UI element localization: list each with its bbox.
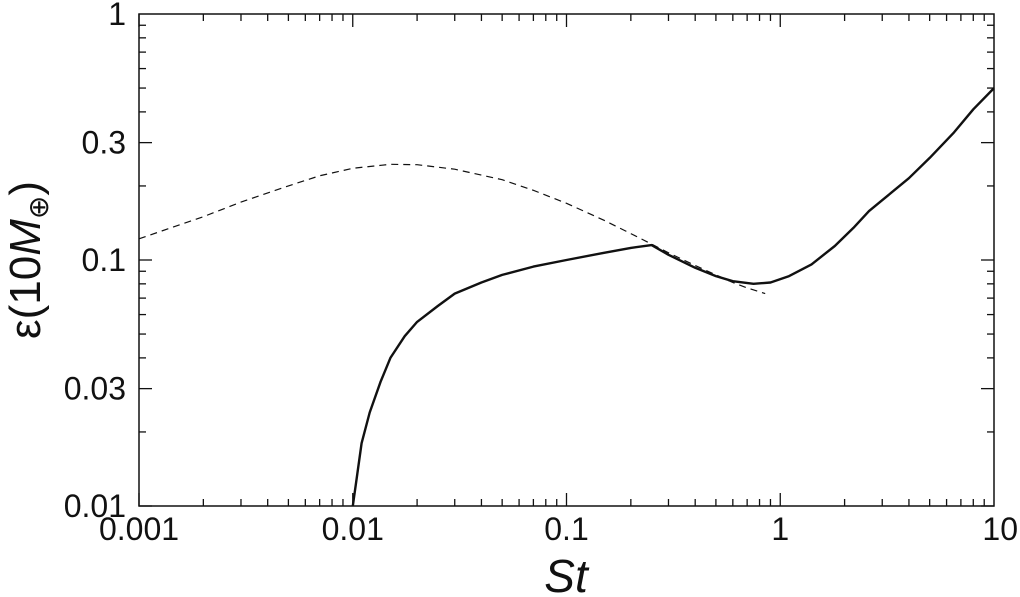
y-axis-title-suffix: ) (1, 181, 50, 196)
x-tick-label: 0.1 (544, 511, 588, 547)
y-axis-title-italic: M (1, 219, 50, 256)
y-tick-label: 0.03 (64, 371, 126, 407)
x-tick-label: 10 (982, 511, 1018, 547)
x-tick-label: 1 (771, 511, 789, 547)
tick-labels: 0.001 0.01 0.1 1 100.010.030.10.31 (64, 0, 1018, 547)
solid-series-line (351, 87, 995, 507)
y-axis-title-prefix: ε(10 (1, 256, 50, 339)
axis-ticks (138, 14, 994, 507)
x-axis-title: St (544, 550, 590, 597)
y-axis-title: ε(10M⊕) (1, 181, 54, 339)
y-tick-label: 0.3 (82, 125, 126, 161)
x-tick-label: 0.001 (99, 511, 179, 547)
y-tick-label: 0.1 (82, 242, 126, 278)
x-tick-label: 0.01 (322, 511, 384, 547)
dashed-series-line (138, 163, 766, 295)
y-tick-label: 1 (108, 0, 126, 32)
y-axis-title-subscript: ⊕ (23, 196, 54, 219)
series-layer (138, 87, 995, 507)
y-tick-label: 0.01 (64, 488, 126, 524)
